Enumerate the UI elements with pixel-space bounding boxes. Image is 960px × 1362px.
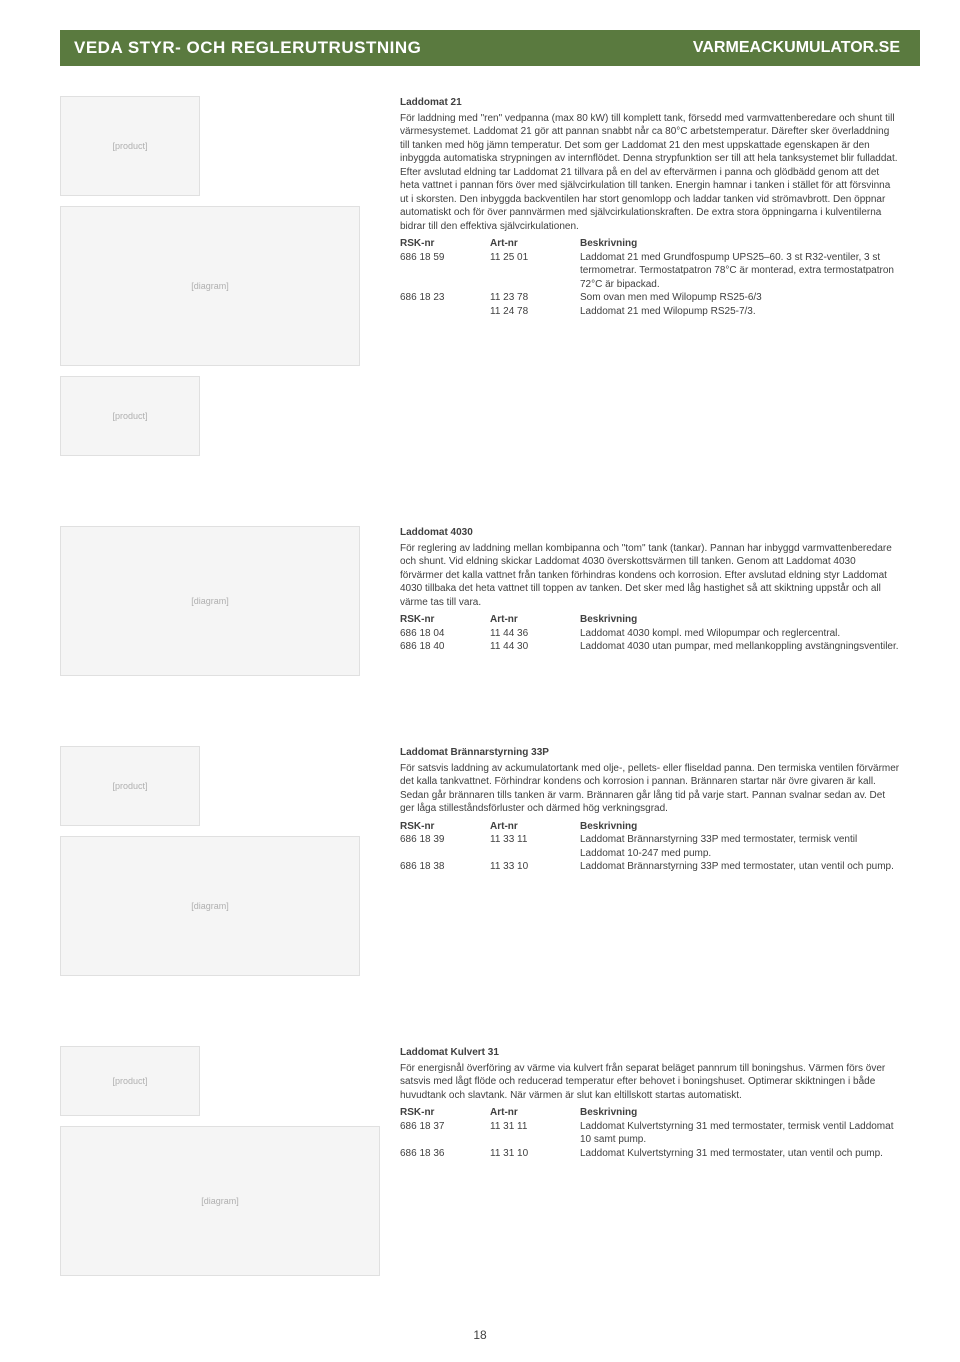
product-section-kulvert-31: [product] [diagram] Laddomat Kulvert 31 … <box>60 1046 900 1286</box>
header-title-left: VEDA STYR- OCH REGLERUTRUSTNING <box>74 38 421 58</box>
cell-art: 11 31 10 <box>490 1147 580 1161</box>
cell-art: 11 23 78 <box>490 291 580 305</box>
cell-rsk: 686 18 37 <box>400 1120 490 1134</box>
col-art: Art-nr <box>490 237 580 251</box>
spec-row: 686 18 40 11 44 30 Laddomat 4030 utan pu… <box>400 640 900 654</box>
spec-row: 686 18 37 11 31 11 Laddomat Kulvertstyrn… <box>400 1120 900 1147</box>
cell-desc: Laddomat Kulvertstyrning 31 med termosta… <box>580 1147 900 1161</box>
cell-desc: Laddomat Kulvertstyrning 31 med termosta… <box>580 1120 900 1147</box>
image-column: [product] [diagram] <box>60 1046 400 1286</box>
cell-rsk: 686 18 59 <box>400 251 490 265</box>
product-title: Laddomat Kulvert 31 <box>400 1046 900 1060</box>
product-section-brannarstyrning-33p: [product] [diagram] Laddomat Brännarstyr… <box>60 746 900 986</box>
product-title: Laddomat 21 <box>400 96 900 110</box>
spec-header-row: RSK-nr Art-nr Beskrivning <box>400 237 900 251</box>
page-header: VEDA STYR- OCH REGLERUTRUSTNING VARMEACK… <box>60 30 920 66</box>
col-desc: Beskrivning <box>580 820 900 834</box>
image-column: [product] [diagram] <box>60 746 400 986</box>
spec-table: RSK-nr Art-nr Beskrivning 686 18 39 11 3… <box>400 820 900 874</box>
spec-row: 11 24 78 Laddomat 21 med Wilopump RS25-7… <box>400 305 900 319</box>
page-content: [product] [diagram] [product] Laddomat 2… <box>0 66 960 1286</box>
cell-art: 11 44 30 <box>490 640 580 654</box>
spec-row: 686 18 36 11 31 10 Laddomat Kulvertstyrn… <box>400 1147 900 1161</box>
header-title-right: VARMEACKUMULATOR.SE <box>693 39 900 57</box>
spec-header-row: RSK-nr Art-nr Beskrivning <box>400 1106 900 1120</box>
schematic-diagram: [diagram] <box>60 526 360 676</box>
product-photo-2: [product] <box>60 376 200 456</box>
spec-row: 686 18 38 11 33 10 Laddomat Brännarstyrn… <box>400 860 900 874</box>
spec-table: RSK-nr Art-nr Beskrivning 686 18 37 11 3… <box>400 1106 900 1160</box>
spec-table: RSK-nr Art-nr Beskrivning 686 18 04 11 4… <box>400 613 900 654</box>
cell-desc: Laddomat 21 med Grundfospump UPS25–60. 3… <box>580 251 900 292</box>
cell-art: 11 31 11 <box>490 1120 580 1134</box>
cell-desc: Laddomat 4030 kompl. med Wilopumpar och … <box>580 627 900 641</box>
cell-desc: Som ovan men med Wilopump RS25-6/3 <box>580 291 900 305</box>
product-section-laddomat-21: [product] [diagram] [product] Laddomat 2… <box>60 96 900 466</box>
schematic-diagram: [diagram] <box>60 1126 380 1276</box>
cell-rsk: 686 18 38 <box>400 860 490 874</box>
product-photo: [product] <box>60 96 200 196</box>
cell-rsk: 686 18 23 <box>400 291 490 305</box>
schematic-diagram: [diagram] <box>60 206 360 366</box>
cell-rsk: 686 18 39 <box>400 833 490 847</box>
product-section-laddomat-4030: [diagram] Laddomat 4030 För reglering av… <box>60 526 900 686</box>
text-column: Laddomat Kulvert 31 För energisnål överf… <box>400 1046 900 1286</box>
cell-art: 11 33 11 <box>490 833 580 847</box>
text-column: Laddomat Brännarstyrning 33P För satsvis… <box>400 746 900 986</box>
schematic-diagram: [diagram] <box>60 836 360 976</box>
col-desc: Beskrivning <box>580 237 900 251</box>
col-desc: Beskrivning <box>580 1106 900 1120</box>
cell-desc: Laddomat Brännarstyrning 33P med termost… <box>580 860 900 874</box>
cell-desc: Laddomat Brännarstyrning 33P med termost… <box>580 833 900 860</box>
cell-desc: Laddomat 4030 utan pumpar, med mellankop… <box>580 640 900 654</box>
image-column: [diagram] <box>60 526 400 686</box>
col-art: Art-nr <box>490 820 580 834</box>
spec-row: 686 18 59 11 25 01 Laddomat 21 med Grund… <box>400 251 900 292</box>
cell-rsk: 686 18 40 <box>400 640 490 654</box>
cell-rsk: 686 18 36 <box>400 1147 490 1161</box>
product-description: För reglering av laddning mellan kombipa… <box>400 542 900 610</box>
product-title: Laddomat 4030 <box>400 526 900 540</box>
col-rsk: RSK-nr <box>400 613 490 627</box>
spec-row: 686 18 04 11 44 36 Laddomat 4030 kompl. … <box>400 627 900 641</box>
cell-art: 11 24 78 <box>490 305 580 319</box>
col-art: Art-nr <box>490 613 580 627</box>
product-description: För energisnål överföring av värme via k… <box>400 1062 900 1103</box>
col-art: Art-nr <box>490 1106 580 1120</box>
product-photo: [product] <box>60 1046 200 1116</box>
cell-art: 11 44 36 <box>490 627 580 641</box>
image-column: [product] [diagram] [product] <box>60 96 400 466</box>
spec-row: 686 18 23 11 23 78 Som ovan men med Wilo… <box>400 291 900 305</box>
spec-header-row: RSK-nr Art-nr Beskrivning <box>400 820 900 834</box>
text-column: Laddomat 21 För laddning med "ren" vedpa… <box>400 96 900 466</box>
product-photo: [product] <box>60 746 200 826</box>
col-desc: Beskrivning <box>580 613 900 627</box>
spec-row: 686 18 39 11 33 11 Laddomat Brännarstyrn… <box>400 833 900 860</box>
col-rsk: RSK-nr <box>400 1106 490 1120</box>
cell-rsk: 686 18 04 <box>400 627 490 641</box>
page-number: 18 <box>0 1328 960 1342</box>
product-description: För satsvis laddning av ackumulatortank … <box>400 762 900 816</box>
cell-desc: Laddomat 21 med Wilopump RS25-7/3. <box>580 305 900 319</box>
spec-table: RSK-nr Art-nr Beskrivning 686 18 59 11 2… <box>400 237 900 318</box>
cell-art: 11 25 01 <box>490 251 580 265</box>
spec-header-row: RSK-nr Art-nr Beskrivning <box>400 613 900 627</box>
text-column: Laddomat 4030 För reglering av laddning … <box>400 526 900 686</box>
product-description: För laddning med "ren" vedpanna (max 80 … <box>400 112 900 234</box>
col-rsk: RSK-nr <box>400 820 490 834</box>
col-rsk: RSK-nr <box>400 237 490 251</box>
cell-art: 11 33 10 <box>490 860 580 874</box>
product-title: Laddomat Brännarstyrning 33P <box>400 746 900 760</box>
